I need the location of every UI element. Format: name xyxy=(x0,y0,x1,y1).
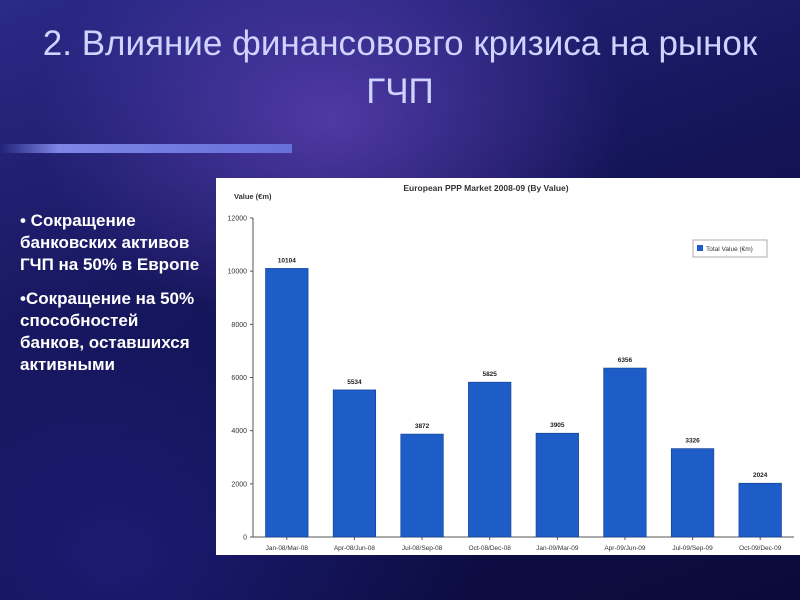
bar xyxy=(468,381,512,538)
bar-value-label: 6356 xyxy=(618,357,633,364)
bar xyxy=(265,268,309,538)
y-tick-label: 6000 xyxy=(231,375,247,382)
x-tick-label: Oct-08/Dec-08 xyxy=(469,545,512,552)
x-tick-label: Jul-09/Sep-09 xyxy=(672,545,713,552)
bar xyxy=(670,448,715,538)
y-axis-label: Value (€m) xyxy=(234,192,272,201)
x-tick-label: Apr-08/Jun-08 xyxy=(334,545,376,552)
chart-title: European PPP Market 2008-09 (By Value) xyxy=(403,183,568,193)
bar xyxy=(738,482,782,538)
x-tick-label: Jul-08/Sep-08 xyxy=(402,545,443,552)
y-tick-label: 0 xyxy=(243,535,247,542)
chart-panel: European PPP Market 2008-09 (By Value) Va… xyxy=(216,178,800,555)
bar xyxy=(603,367,647,538)
bullet-item-2: •Сокращение на 50% способностей банков, … xyxy=(20,289,195,374)
bar xyxy=(400,433,444,538)
bullet-list: • Сокращение банковских активов ГЧП на 5… xyxy=(20,210,205,388)
legend-swatch xyxy=(697,245,703,251)
y-tick-label: 4000 xyxy=(231,428,247,435)
bullet-item-1: • Сокращение банковских активов ГЧП на 5… xyxy=(20,211,200,274)
bar-chart: European PPP Market 2008-09 (By Value) Va… xyxy=(228,183,794,552)
y-tick-label: 10000 xyxy=(228,269,248,276)
y-tick-label: 8000 xyxy=(231,322,247,329)
bar-value-label: 3326 xyxy=(685,438,700,445)
bar xyxy=(535,432,579,538)
bar-value-label: 3872 xyxy=(415,423,430,430)
bar-value-label: 5534 xyxy=(347,379,362,386)
slide-title: 2. Влияние финансововго кризиса на рынок… xyxy=(42,24,758,111)
y-tick-label: 2000 xyxy=(231,481,247,488)
bar-value-label: 10104 xyxy=(278,257,296,264)
legend-label: Total Value (€m) xyxy=(706,246,753,253)
legend-box xyxy=(692,239,768,258)
bar xyxy=(332,389,377,538)
bar-value-label: 5825 xyxy=(482,371,497,378)
y-tick-label: 12000 xyxy=(228,216,248,223)
bar-value-label: 2024 xyxy=(753,472,768,479)
x-tick-label: Jan-08/Mar-08 xyxy=(266,545,309,552)
x-tick-label: Oct-09/Dec-09 xyxy=(739,545,782,552)
title-underline-bar xyxy=(0,144,292,153)
x-tick-label: Jan-09/Mar-09 xyxy=(536,545,579,552)
bar-value-label: 3905 xyxy=(550,422,565,429)
x-tick-label: Apr-09/Jun-09 xyxy=(604,545,646,552)
